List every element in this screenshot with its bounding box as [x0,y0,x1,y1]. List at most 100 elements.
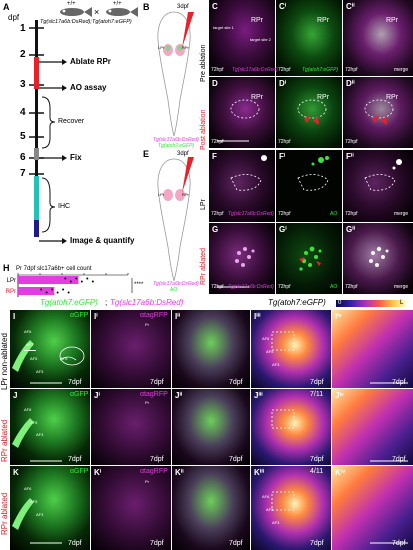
f-caption: Tg(slc17a6b:DsRed) [228,211,274,217]
j-dpf: 7dpf [68,456,82,463]
d-time: 72hpf [211,139,224,145]
panel-label-kii: Kⁱⁱ [175,468,184,477]
schematic-b-age: 3dpf [177,4,189,10]
step-image: Image & quantify [70,236,135,245]
genotype-right: +/+ [113,1,122,7]
jii-dpf: 7dpf [229,456,243,463]
day-6: 6 [20,152,26,163]
image-gii-merge [343,223,413,294]
k-af5: AF5 [30,499,38,504]
data-point [69,280,72,283]
panel-label-g: G [212,225,219,234]
cross-symbol: × [94,7,100,17]
image-g-dsred [209,223,275,294]
x-tick-label: 100 [124,272,133,274]
image-di-egfp [276,77,342,148]
image-kiii-lut [251,466,331,550]
cii-time: 72hpf [345,67,358,73]
kiv-dpf: 7dpf [392,540,406,547]
schematic-e-age: 3dpf [177,151,189,157]
lut-colorbar [336,300,406,307]
image-cii-merge [343,0,413,76]
g-caption: Tg(slc17a6b:DsRed) [228,284,274,290]
data-point [64,277,67,280]
genotype-left: +/+ [67,1,76,7]
fii-time: 72hpf [345,211,358,217]
j-af3: AF3 [36,432,44,437]
fii-merge: merge [394,211,409,217]
schematic-b-lpr: LPr [158,45,165,50]
ki-dpf: 7dpf [150,540,164,547]
dii-rpr-label: RPr [386,94,399,101]
panel-label-j: J [13,391,18,400]
data-point [91,280,94,283]
day-2: 2 [20,49,26,60]
ii-pr: Pr [145,322,149,327]
image-iii-merge [172,310,250,388]
dii-time: 72hpf [345,139,358,145]
kiii-dpf: 7dpf [310,540,324,547]
panel-label-kiii: Kⁱⁱⁱ [254,468,265,477]
row-label-rpr-ablated-j: RPr ablated [0,419,9,462]
cii-rpr-label: RPr [386,17,399,24]
image-kiv-zoom [332,466,413,550]
panel-label-jii: Jⁱⁱ [175,391,183,400]
iiii-af3: AF3 [272,362,280,367]
i-channel: αGFP [70,312,89,319]
image-jii-merge [172,389,250,465]
bar-chart: 0 20 40 60 80 100 LPr RPr **** [6,272,144,297]
i-af6: AF6 [24,329,32,334]
data-point [56,291,59,294]
larva-schematic-b [157,11,194,137]
step-ihc: IHC [58,203,71,210]
lower-header-b: Tg(slc17a6b:DsRed) [110,298,184,307]
panel-label-gi: Gⁱ [279,225,287,234]
c-rpr-label: RPr [251,17,264,24]
image-jiv-zoom [332,389,413,465]
data-point [75,277,78,280]
ji-pr: Pr [145,400,149,405]
f-outlines [230,155,402,191]
image-dii-merge [343,77,413,148]
schematic-e-legend-2: AO [170,287,178,293]
data-point [86,277,89,280]
panel-label-e: E [143,149,150,159]
schematic-e-legend-1: Tg(slc17a6b:DsRed) [153,281,199,287]
panel-label-ki: Kⁱ [94,468,102,477]
data-point [67,291,70,294]
kii-dpf: 7dpf [229,540,243,547]
panel-label-dii: Dⁱⁱ [346,79,355,88]
image-fi-ao [276,150,342,222]
panel-label-cii: Cⁱⁱ [346,2,355,11]
bar-lpr [18,276,79,284]
data-point [80,280,83,283]
image-ii-atagrfp [91,310,171,388]
i-af9: AF9 [60,356,68,361]
bar-rpr [18,287,55,295]
jiv-dpf: 7dpf [392,456,406,463]
j-channel: αGFP [70,391,89,398]
k-af3: AF3 [36,512,44,517]
c-time: 72hpf [211,67,224,73]
k-af6: AF6 [24,486,32,491]
iiii-dpf: 7dpf [310,379,324,386]
iii-dpf: 7dpf [229,379,243,386]
image-jiii-lut [251,389,331,465]
ki-pr: Pr [145,479,149,484]
iiv-dpf: 7dpf [392,379,406,386]
di-rpr-label: RPr [317,94,330,101]
ablation-arrows [217,99,394,142]
ratio-k: 4/11 [310,468,324,475]
data-point [62,288,65,291]
gi-caption: AO [330,284,338,290]
c-caption: Tg(slc17a6b:DsRed) [232,67,278,73]
day-1: 1 [20,23,26,34]
x-tick-label: 80 [103,272,109,274]
chart-title: Pr 7dpf slc17a6b+ cell count [16,266,92,272]
day-4: 4 [20,107,26,118]
panel-label-fii: Fⁱⁱ [346,152,354,161]
panel-label-a: A [3,2,10,12]
step-recover: Recover [58,118,85,125]
panel-label-b: B [143,2,150,12]
schematic-b-legend-1: Tg(slc17a6b:DsRed) [153,137,199,143]
